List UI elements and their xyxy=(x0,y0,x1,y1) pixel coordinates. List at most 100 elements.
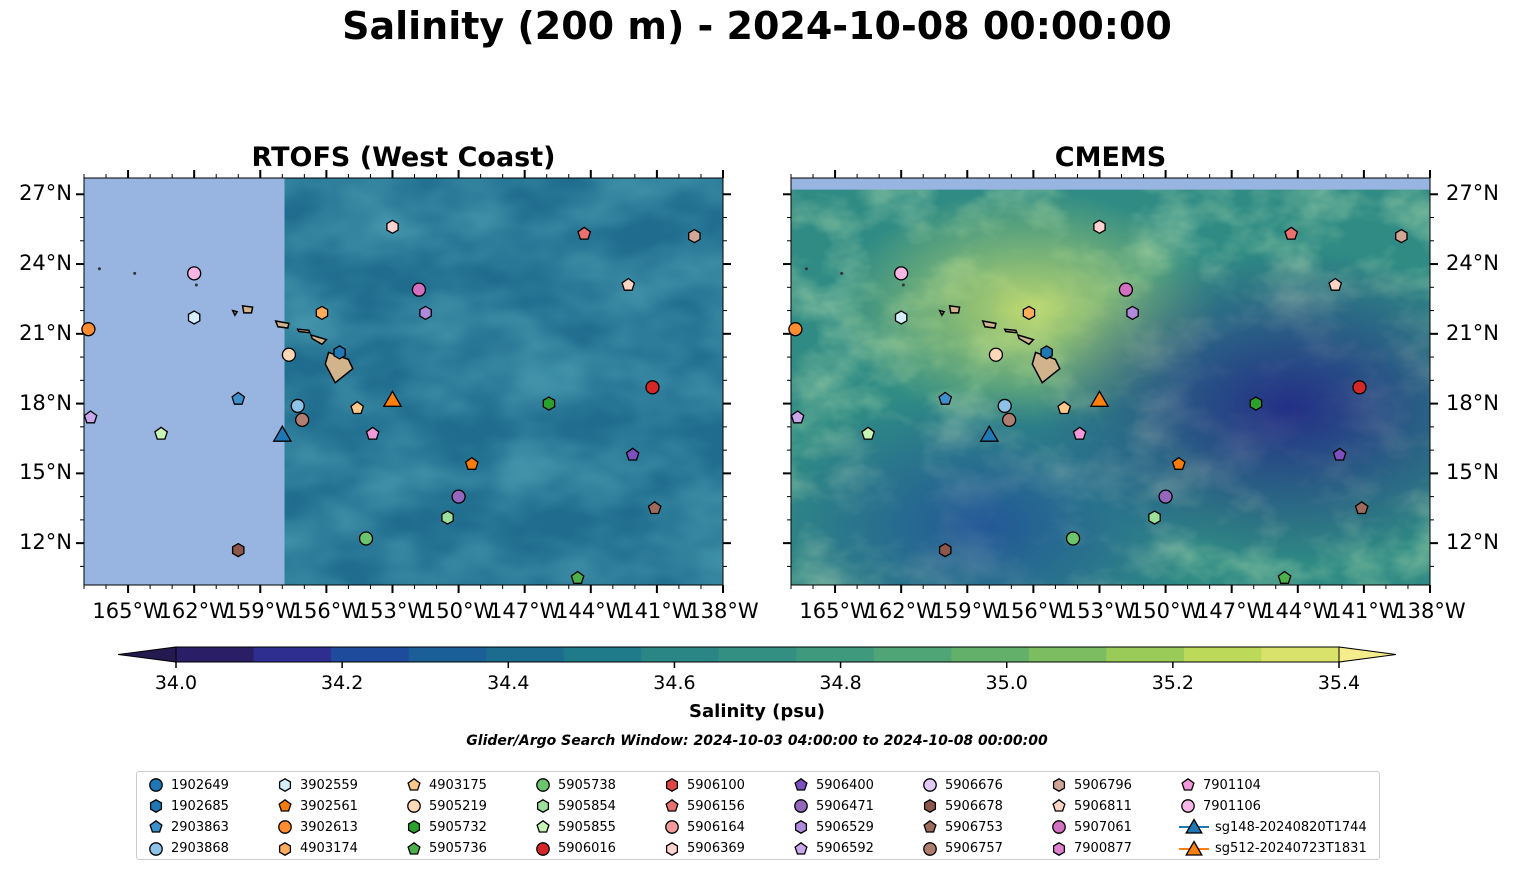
legend-label: 2903863 xyxy=(171,819,229,835)
float-5905855 xyxy=(861,426,876,440)
island-4 xyxy=(241,305,254,314)
legend-label: 5906471 xyxy=(816,798,874,814)
legend-item: 5906369 xyxy=(663,839,745,859)
float-5906753 xyxy=(1354,501,1369,515)
legend-label: 5905855 xyxy=(558,819,616,835)
legend-item: 5906676 xyxy=(921,775,1003,795)
legend-marker xyxy=(665,799,679,812)
legend-item: 7901106 xyxy=(1179,796,1261,816)
legend-marker xyxy=(536,778,550,792)
legend-symbol xyxy=(665,820,679,835)
island-3 xyxy=(274,320,290,329)
legend-marker xyxy=(923,799,937,814)
float-2903868 xyxy=(997,398,1012,414)
legend-symbol xyxy=(536,820,550,834)
float-5906592 xyxy=(83,410,98,424)
legend-marker xyxy=(536,841,550,856)
float-5905854 xyxy=(441,510,454,525)
float-3902561 xyxy=(1171,456,1186,470)
legend-marker xyxy=(794,777,808,791)
colorbar-tick-label: 34.4 xyxy=(487,672,530,694)
island-2 xyxy=(296,328,312,334)
legend-symbol xyxy=(149,841,163,856)
legend-item: 5906753 xyxy=(921,817,1003,837)
legend-symbol xyxy=(1052,820,1066,835)
legend-label: 5905854 xyxy=(558,798,616,814)
float-5907061 xyxy=(1118,282,1134,297)
colorbar-bin-0 xyxy=(176,647,255,662)
legend-item: 5906757 xyxy=(921,839,1003,859)
legend-label: 5906676 xyxy=(945,777,1003,793)
float-5906400 xyxy=(625,447,640,461)
float-5906678 xyxy=(231,542,245,558)
legend-marker xyxy=(1181,777,1195,791)
legend-label: 5906369 xyxy=(687,841,745,857)
float-5906592 xyxy=(790,410,805,424)
legend-label: 7901106 xyxy=(1203,798,1261,814)
legend-symbol xyxy=(923,778,937,792)
float-sg512-20240723T1831 xyxy=(382,389,403,407)
islet-1 xyxy=(133,271,137,275)
legend-label: 5905736 xyxy=(429,841,487,857)
islet-1 xyxy=(840,271,844,275)
legend-symbol xyxy=(923,841,937,856)
legend-item: 5906796 xyxy=(1050,775,1132,795)
legend-marker xyxy=(407,820,421,835)
y-tick-label: 21°N xyxy=(1446,320,1499,345)
x-tick-label: 144°W xyxy=(555,599,627,623)
legend-label: 5906796 xyxy=(1074,777,1132,793)
legend-label: 5906100 xyxy=(687,777,745,793)
legend-label: 5905732 xyxy=(429,819,487,835)
colorbar-bin-1 xyxy=(253,647,332,662)
legend-marker xyxy=(278,820,292,835)
legend-symbol xyxy=(407,799,421,814)
y-tick-label: 27°N xyxy=(1446,181,1499,206)
legend-symbol xyxy=(665,841,679,856)
float-5906529 xyxy=(419,305,432,321)
colorbar-extend-low xyxy=(117,646,177,663)
search-window-note: Glider/Argo Search Window: 2024-10-03 04… xyxy=(466,733,1048,749)
legend-marker xyxy=(1052,778,1066,792)
legend-marker xyxy=(1052,799,1066,812)
float-sg148-20240820T1744 xyxy=(272,424,293,442)
legend-label: 1902649 xyxy=(171,777,229,793)
legend-label: 5906164 xyxy=(687,819,745,835)
colorbar-bin-7 xyxy=(718,647,797,662)
cmems-frame xyxy=(790,177,1431,586)
legend-marker xyxy=(665,841,679,856)
legend-marker xyxy=(1181,799,1195,814)
legend-marker xyxy=(665,778,679,792)
cmems-southern-low xyxy=(791,189,1430,585)
y-tick-label: 18°N xyxy=(19,390,72,415)
colorbar-bin-6 xyxy=(641,647,720,662)
legend-marker xyxy=(794,841,808,855)
legend-symbol xyxy=(665,778,679,792)
float-5906156 xyxy=(1284,226,1299,240)
legend-marker xyxy=(923,778,937,792)
legend-item: 5906156 xyxy=(663,796,745,816)
legend-symbol xyxy=(149,820,163,834)
legend-symbol xyxy=(1185,839,1203,856)
legend-label: 4903174 xyxy=(300,841,358,857)
x-tick-label: 150°W xyxy=(1129,599,1202,623)
float-5906757 xyxy=(1001,412,1017,428)
islet-2 xyxy=(804,267,808,271)
colorbar xyxy=(117,646,1397,668)
legend-item: 5906678 xyxy=(921,796,1003,816)
y-tick-label: 24°N xyxy=(19,251,72,276)
colorbar-tick-label: 34.0 xyxy=(154,672,198,694)
legend-label: 5906156 xyxy=(687,798,745,814)
legend-item: sg148-20240820T1744 xyxy=(1179,817,1367,837)
colorbar-extend-high xyxy=(1338,646,1397,663)
float-4903174 xyxy=(1022,305,1036,321)
x-tick-label: 147°W xyxy=(1196,599,1268,623)
x-tick-label: 147°W xyxy=(489,599,561,623)
legend-item: 5905219 xyxy=(405,796,487,816)
float-7901104 xyxy=(365,426,380,440)
legend-symbol xyxy=(536,778,550,792)
x-tick-label: 159°W xyxy=(931,599,1003,623)
float-2903863 xyxy=(231,391,246,405)
legend-item: 2903863 xyxy=(147,817,229,837)
y-tick-label: 24°N xyxy=(1446,251,1499,276)
x-tick-label: 156°W xyxy=(290,599,363,623)
